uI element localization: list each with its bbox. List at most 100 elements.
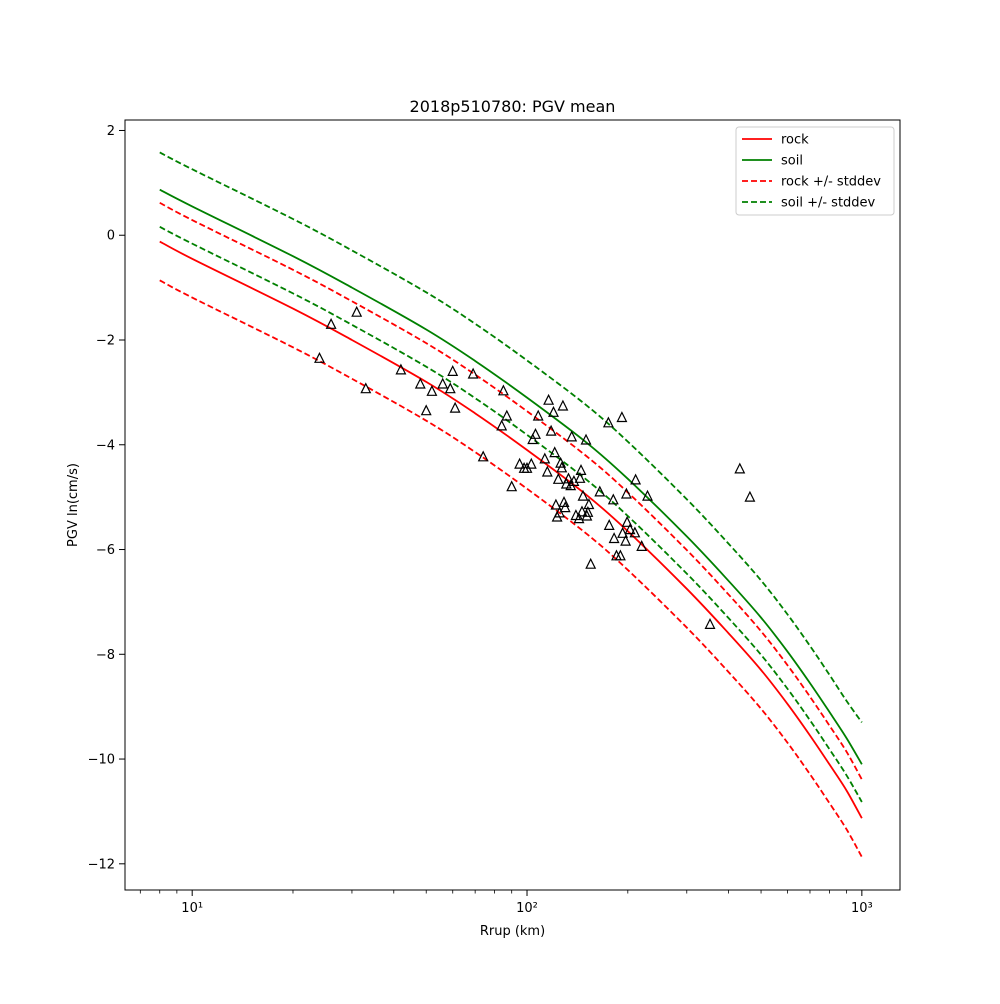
observation-marker-57 [602,416,614,428]
observation-marker-69 [629,526,641,538]
observation-markers [314,305,756,630]
chart-title: 2018p510780: PGV mean [410,97,616,116]
observation-marker-34 [554,506,565,518]
observation-marker-14 [496,419,508,431]
observation-marker-3 [360,382,372,394]
observation-marker-9 [444,382,456,394]
observation-marker-38 [558,496,570,507]
observation-marker-55 [585,557,597,569]
observation-marker-5 [414,377,426,389]
series-line-0 [159,240,863,819]
observation-marker-43 [566,430,578,442]
series-line-4 [159,151,863,723]
legend-label-4: soil +/- stddev [781,196,876,211]
y-tick-label-0: 2 [107,124,115,139]
x-tick-label-2: 10³ [851,901,873,916]
observation-marker-68 [624,523,636,535]
observation-marker-46 [573,512,585,524]
observation-marker-27 [543,393,555,405]
y-tick-label-1: 0 [107,229,115,244]
y-tick-label-6: −10 [88,753,115,768]
observation-marker-71 [636,540,648,552]
observation-marker-17 [506,480,518,492]
observation-marker-30 [549,446,561,458]
observation-marker-41 [563,472,574,484]
observation-marker-8 [437,377,449,389]
observation-marker-10 [447,365,459,376]
observation-marker-39 [559,501,571,513]
observation-marker-2 [351,305,363,317]
observation-marker-29 [548,405,559,417]
observation-marker-66 [620,487,632,499]
x-tick-label-1: 10² [516,901,538,916]
observation-marker-6 [420,404,432,416]
observation-marker-11 [449,401,461,413]
observation-marker-52 [581,509,593,521]
series-line-1 [159,188,863,765]
series-line-5 [159,226,863,803]
observation-marker-7 [426,384,438,396]
observation-marker-15 [497,384,509,396]
observation-marker-36 [556,461,568,473]
legend-entries: rock soil rock +/- stddev soil +/- stddev [742,133,881,211]
y-tick-label-4: −6 [96,543,115,558]
observation-marker-74 [734,462,746,474]
observation-marker-23 [530,427,541,439]
observation-marker-26 [541,465,553,477]
legend-box [735,126,895,216]
observation-marker-65 [620,534,632,546]
y-axis-label: PGV ln(cm/s) [66,463,81,547]
observation-marker-31 [550,498,562,510]
observation-marker-18 [514,457,526,469]
observation-marker-64 [617,526,629,538]
x-tick-label-0: 10¹ [181,901,203,916]
observation-marker-35 [555,456,567,468]
observation-marker-53 [582,505,594,517]
observation-marker-51 [580,433,592,445]
observation-marker-12 [467,367,479,379]
legend-label-2: rock +/- stddev [781,175,881,190]
observation-marker-72 [642,489,653,501]
observation-marker-25 [539,452,551,464]
plot-frame [124,119,901,891]
x-axis-label: Rrup (km) [480,924,545,939]
y-tick-label-3: −4 [96,438,115,453]
observation-marker-28 [545,424,557,436]
observation-marker-48 [575,464,587,475]
observation-marker-49 [576,505,588,517]
x-axis-ticks: 10¹ 10² 10³ [139,890,873,916]
observation-marker-47 [574,471,586,483]
observation-marker-16 [501,409,513,421]
observation-marker-0 [314,351,325,363]
y-tick-label-2: −2 [96,334,115,349]
observation-marker-40 [560,477,572,489]
series-line-2 [159,201,863,780]
observation-marker-59 [607,493,619,505]
observation-marker-50 [577,489,589,501]
observation-marker-37 [557,399,569,411]
observation-marker-67 [621,515,633,527]
observation-marker-63 [616,411,628,423]
observation-marker-75 [744,490,756,502]
observation-marker-1 [325,317,337,329]
observation-marker-24 [532,409,544,421]
observation-marker-56 [594,485,606,497]
legend-label-0: rock [781,133,809,148]
observation-marker-4 [395,363,407,375]
legend: rock soil rock +/- stddev soil +/- stddev [735,126,895,216]
y-tick-label-5: −8 [96,648,115,663]
observation-marker-70 [630,473,642,485]
observation-marker-21 [525,457,537,469]
observation-marker-62 [614,549,626,561]
y-axis-ticks: 2 0 −2 −4 −6 −8 −10 −12 [88,124,125,872]
observation-marker-13 [477,450,489,462]
observation-marker-60 [608,532,620,544]
observation-marker-33 [552,472,564,484]
observation-marker-73 [704,618,716,630]
observation-marker-22 [527,433,539,445]
legend-label-1: soil [781,154,803,169]
observation-marker-58 [603,519,615,531]
y-tick-label-7: −12 [88,857,115,872]
